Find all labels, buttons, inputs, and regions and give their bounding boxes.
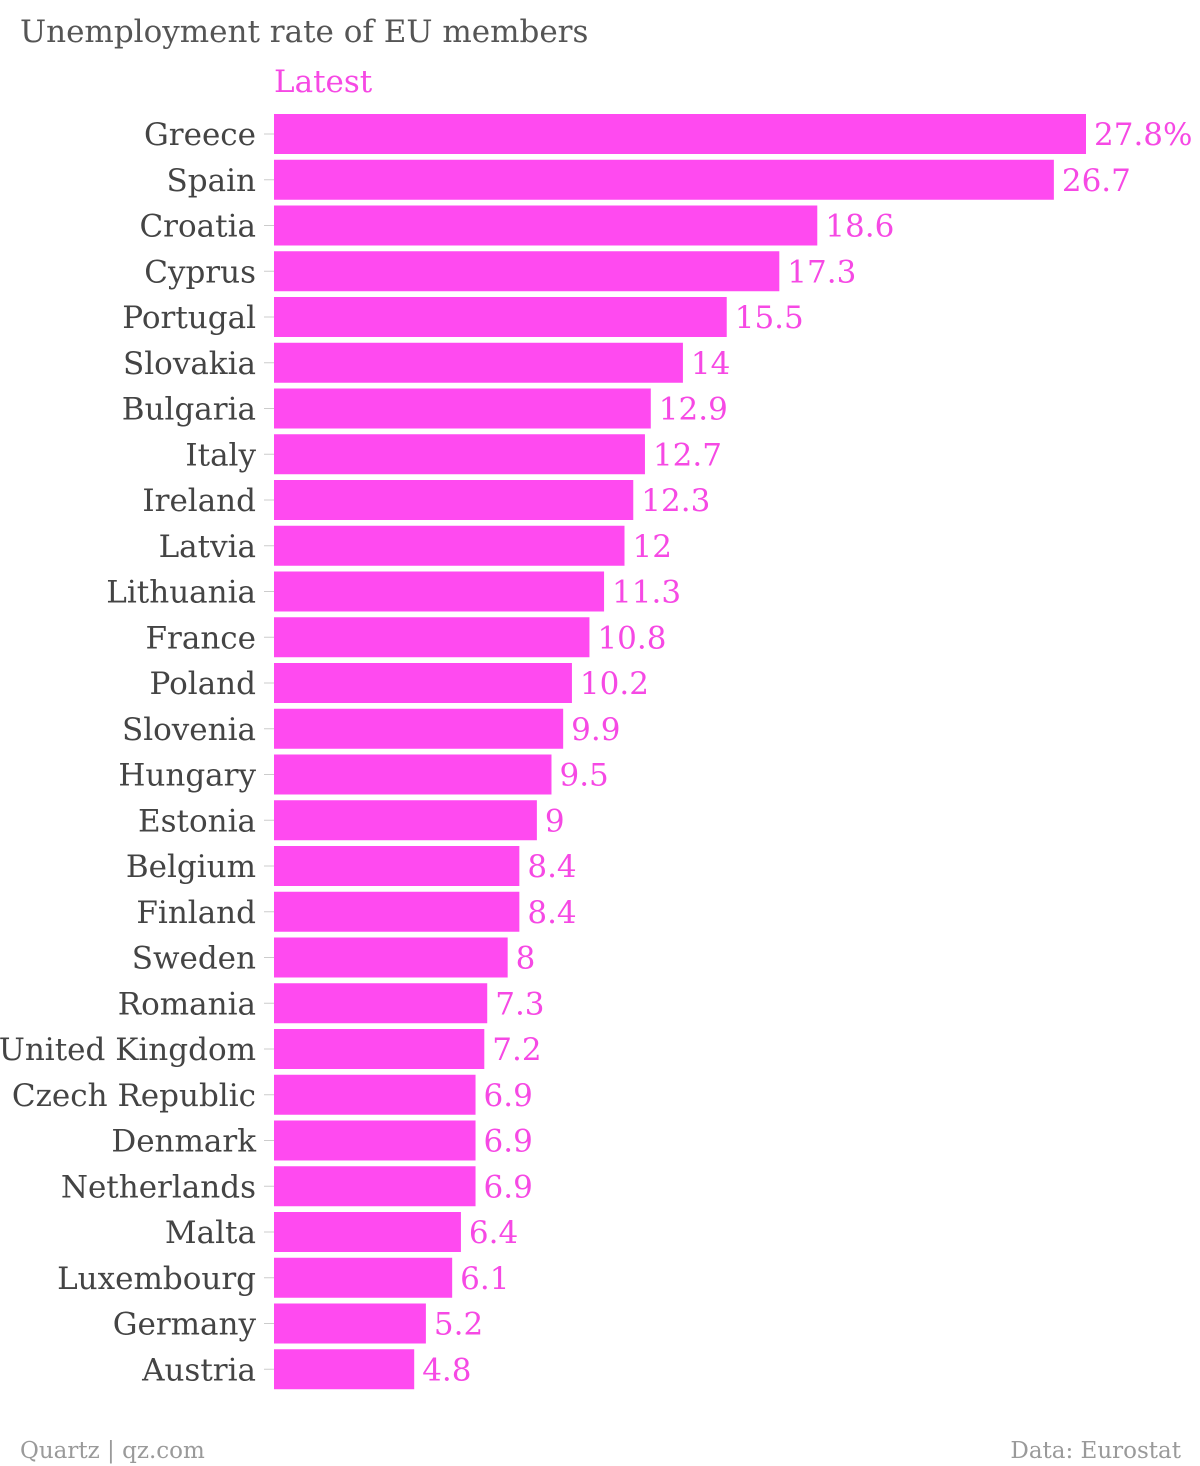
value-label: 10.8: [597, 620, 666, 656]
category-label: Sweden: [132, 941, 256, 977]
category-label: Ireland: [142, 483, 256, 519]
bar: [274, 1303, 426, 1344]
value-label: 9: [545, 803, 565, 839]
value-label: 18.6: [825, 209, 894, 245]
bar: [274, 983, 488, 1024]
bar: [274, 663, 572, 703]
category-label: Hungary: [118, 758, 256, 794]
chart-title: Unemployment rate of EU members: [20, 14, 588, 50]
footer-source-left: Quartz | qz.com: [20, 1438, 205, 1464]
category-label: Luxembourg: [57, 1261, 256, 1297]
value-label: 8.4: [527, 849, 576, 885]
bar: [274, 525, 625, 566]
value-label: 8: [516, 941, 536, 977]
category-label: Slovenia: [122, 712, 256, 748]
value-label: 12.3: [641, 483, 710, 519]
value-label: 6.9: [484, 1169, 533, 1205]
value-label: 7.2: [492, 1032, 541, 1068]
category-label: Belgium: [126, 849, 256, 885]
value-label: 8.4: [527, 895, 576, 931]
bar: [274, 1029, 485, 1069]
value-label: 6.9: [484, 1078, 533, 1114]
bar: [274, 754, 552, 795]
category-label: Denmark: [111, 1124, 256, 1160]
bar: [274, 159, 1054, 200]
category-label: Germany: [113, 1307, 257, 1343]
value-label: 4.8: [422, 1352, 471, 1388]
value-label: 7.3: [495, 986, 544, 1022]
series-label: Latest: [274, 64, 373, 100]
bar: [274, 114, 1086, 154]
category-label: Croatia: [139, 209, 256, 245]
value-label: 6.9: [484, 1124, 533, 1160]
category-label: Cyprus: [144, 254, 256, 290]
category-label: Romania: [118, 986, 256, 1022]
bar: [274, 891, 520, 932]
category-label: Estonia: [138, 803, 256, 839]
category-label: Portugal: [122, 300, 256, 336]
value-label: 15.5: [735, 300, 804, 336]
bar: [274, 297, 727, 337]
bar: [274, 846, 520, 886]
bar: [274, 1257, 453, 1298]
category-label: Bulgaria: [122, 392, 256, 428]
bar: [274, 1349, 415, 1390]
bar: [274, 342, 683, 383]
bar: [274, 1120, 476, 1161]
category-label: Finland: [136, 895, 256, 931]
value-label: 11.3: [612, 575, 681, 611]
bar: [274, 1212, 461, 1252]
category-label: Greece: [144, 117, 256, 153]
value-label: 5.2: [434, 1307, 483, 1343]
bar: [274, 251, 780, 292]
bar: [274, 480, 634, 520]
category-label: Italy: [185, 437, 256, 473]
footer-source-right: Data: Eurostat: [1010, 1438, 1181, 1464]
bar: [274, 388, 651, 429]
value-label: 12.9: [659, 392, 728, 428]
category-label: Malta: [165, 1215, 256, 1251]
value-label: 27.8%: [1094, 117, 1192, 153]
value-label: 9.9: [571, 712, 620, 748]
value-label: 26.7: [1062, 163, 1131, 199]
category-label: Spain: [167, 163, 256, 199]
category-label: Lithuania: [106, 575, 256, 611]
bars-group: Greece 27.8% Spain 26.7 Croatia 18.6 Cyprus 17.…: [0, 114, 1192, 1390]
value-label: 12.7: [653, 437, 722, 473]
category-label: Latvia: [159, 529, 256, 565]
category-label: Slovakia: [123, 346, 256, 382]
value-label: 14: [691, 346, 730, 382]
bar: [274, 434, 645, 475]
category-label: France: [146, 620, 256, 656]
value-label: 12: [633, 529, 672, 565]
value-label: 6.4: [469, 1215, 518, 1251]
bar: [274, 205, 818, 246]
bar: [274, 571, 605, 612]
value-label: 10.2: [580, 666, 649, 702]
category-label: Austria: [141, 1352, 256, 1388]
bar: [274, 617, 590, 658]
bar: [274, 937, 508, 978]
value-label: 9.5: [559, 758, 608, 794]
bar: [274, 1074, 476, 1115]
category-label: Netherlands: [61, 1169, 256, 1205]
bar: [274, 708, 564, 749]
value-label: 17.3: [787, 254, 856, 290]
category-label: Czech Republic: [12, 1078, 256, 1114]
category-label: Poland: [150, 666, 256, 702]
value-label: 6.1: [460, 1261, 509, 1297]
bar: [274, 1166, 476, 1207]
category-label: United Kingdom: [0, 1032, 256, 1068]
bar: [274, 800, 537, 841]
